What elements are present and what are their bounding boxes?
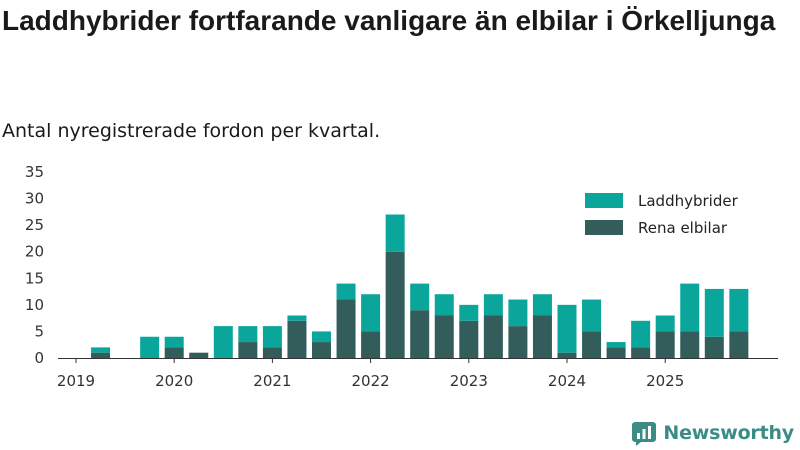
brand-name: Newsworthy — [663, 422, 794, 444]
x-tick-label: 2019 — [57, 372, 95, 390]
bar-laddhybrider — [434, 294, 454, 316]
bar-rena-elbilar — [704, 336, 724, 358]
bar-rena-elbilar — [287, 320, 307, 358]
bar-rena-elbilar — [238, 342, 258, 358]
x-tick-label: 2025 — [646, 372, 684, 390]
y-tick-label: 5 — [34, 322, 44, 340]
bar-laddhybrider — [729, 288, 749, 332]
bar-laddhybrider — [287, 315, 307, 321]
bar-laddhybrider — [213, 326, 233, 358]
legend-swatch — [585, 220, 623, 235]
legend-swatch — [585, 193, 623, 208]
bar-rena-elbilar — [434, 315, 454, 358]
bar-laddhybrider — [532, 294, 552, 316]
newsworthy-logo-icon — [632, 422, 657, 446]
y-tick-label: 30 — [25, 190, 44, 208]
bar-rena-elbilar — [655, 331, 675, 358]
legend-label: Laddhybrider — [638, 192, 739, 210]
chart-subtitle: Antal nyregistrerade fordon per kvartal. — [2, 120, 381, 142]
bar-laddhybrider — [238, 326, 258, 343]
x-tick-label: 2024 — [548, 372, 586, 390]
bar-rena-elbilar — [91, 352, 111, 358]
bar-rena-elbilar — [312, 342, 331, 358]
bar-laddhybrider — [508, 299, 528, 327]
y-tick-label: 25 — [25, 216, 44, 234]
bar-laddhybrider — [459, 304, 479, 321]
bar-laddhybrider — [410, 283, 430, 311]
bar-rena-elbilar — [385, 251, 405, 358]
bar-rena-elbilar — [483, 315, 503, 358]
x-tick-label: 2021 — [253, 372, 291, 390]
bar-laddhybrider — [385, 214, 405, 252]
bar-rena-elbilar — [532, 315, 552, 358]
bar-rena-elbilar — [459, 320, 479, 358]
bar-laddhybrider — [262, 326, 282, 348]
bar-rena-elbilar — [582, 331, 602, 358]
bar-laddhybrider — [606, 342, 626, 348]
bar-rena-elbilar — [336, 299, 356, 358]
bar-laddhybrider — [631, 320, 651, 348]
brand-logo: Newsworthy — [631, 420, 794, 446]
bar-laddhybrider — [361, 294, 381, 332]
y-tick-label: 0 — [34, 349, 44, 367]
bar-laddhybrider — [164, 336, 184, 348]
bar-rena-elbilar — [631, 347, 651, 358]
bar-laddhybrider — [91, 347, 111, 353]
bar-laddhybrider — [655, 315, 675, 332]
bar-laddhybrider — [680, 283, 700, 332]
bar-rena-elbilar — [189, 352, 209, 358]
bar-laddhybrider — [336, 283, 356, 300]
x-tick-label: 2022 — [352, 372, 390, 390]
bar-laddhybrider — [483, 294, 503, 316]
y-tick-label: 10 — [25, 296, 44, 314]
bar-laddhybrider — [140, 336, 160, 358]
x-tick-label: 2023 — [450, 372, 488, 390]
bar-laddhybrider — [312, 331, 331, 343]
bar-rena-elbilar — [606, 347, 626, 358]
chart-title: Laddhybrider fortfarande vanligare än el… — [2, 5, 776, 36]
bar-rena-elbilar — [508, 326, 528, 358]
bar-laddhybrider — [557, 304, 577, 353]
bar-rena-elbilar — [164, 347, 184, 358]
bar-rena-elbilar — [729, 331, 749, 358]
bar-rena-elbilar — [680, 331, 700, 358]
y-tick-label: 35 — [25, 163, 44, 181]
bar-rena-elbilar — [410, 310, 430, 358]
bar-rena-elbilar — [557, 352, 577, 358]
bar-rena-elbilar — [262, 347, 282, 358]
y-tick-label: 15 — [25, 269, 44, 287]
bar-laddhybrider — [582, 299, 602, 332]
legend-label: Rena elbilar — [638, 219, 728, 237]
bar-laddhybrider — [704, 288, 724, 337]
bar-rena-elbilar — [361, 331, 381, 358]
y-tick-label: 20 — [25, 243, 44, 261]
x-tick-label: 2020 — [155, 372, 193, 390]
